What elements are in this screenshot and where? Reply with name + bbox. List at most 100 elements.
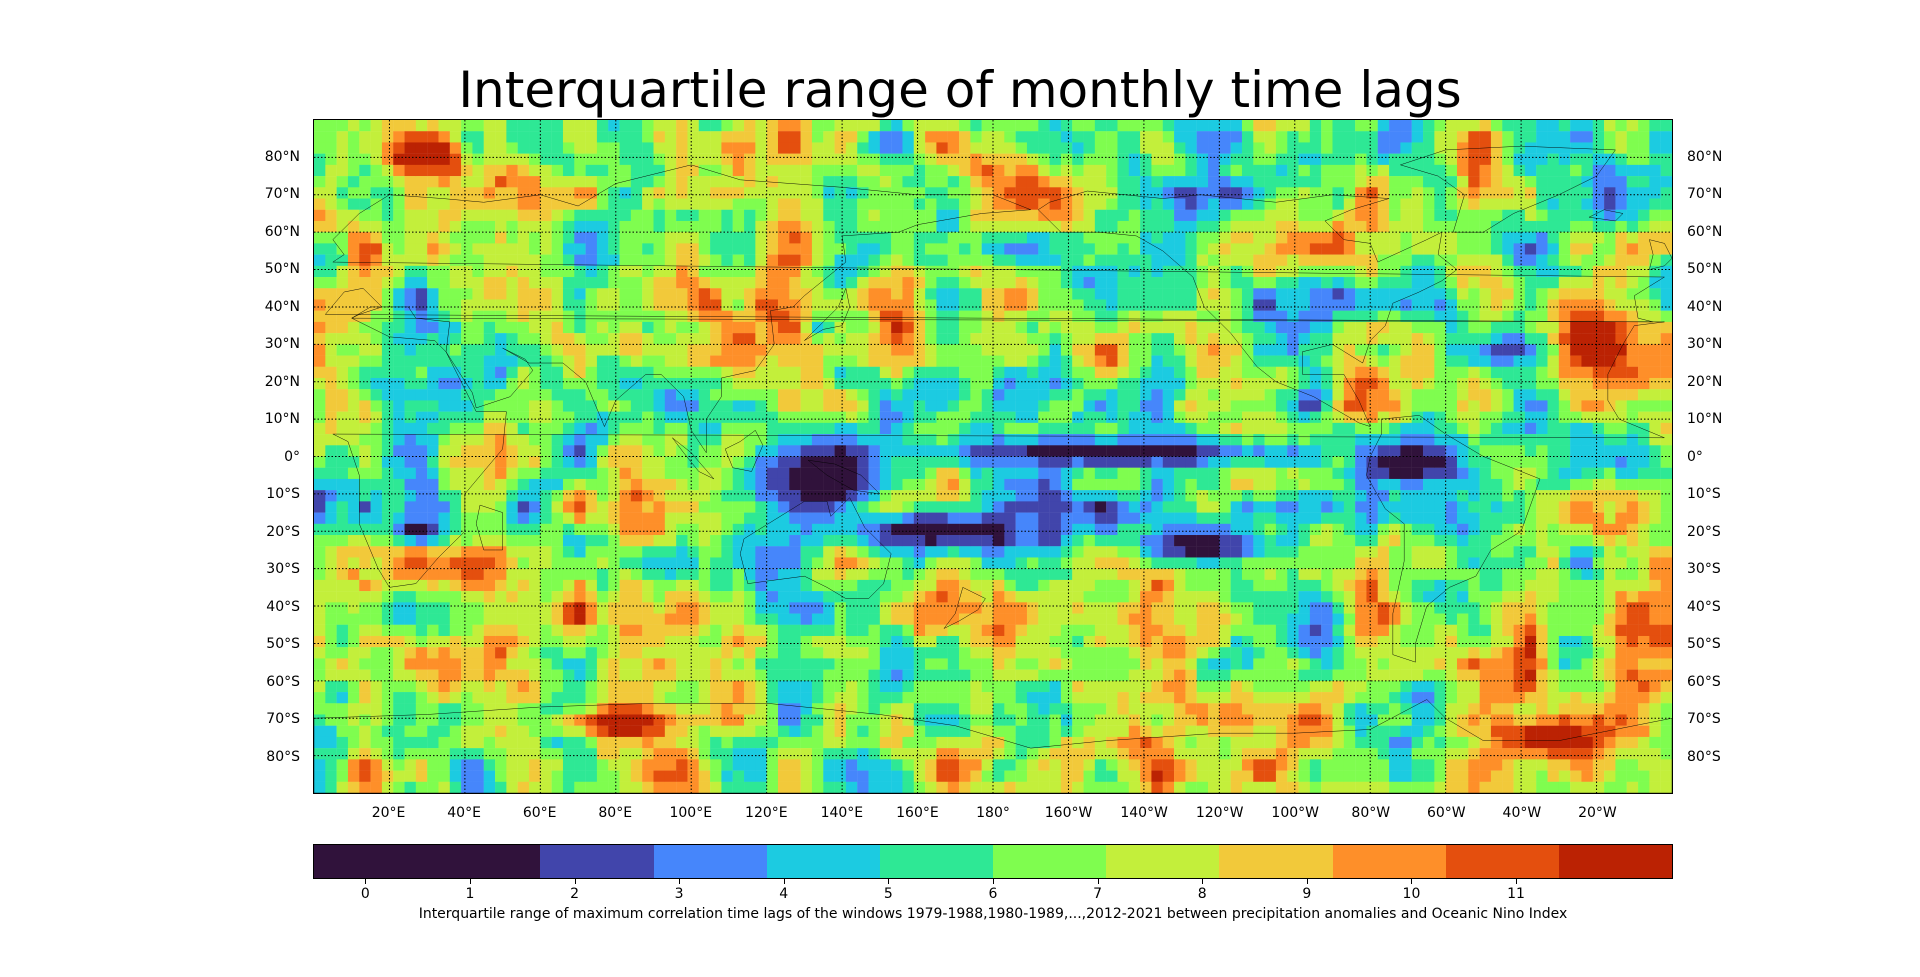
- field-cell: [574, 434, 586, 446]
- field-cell: [721, 725, 733, 738]
- field-cell: [1026, 344, 1039, 356]
- field-cell: [1230, 277, 1243, 289]
- field-cell: [540, 602, 552, 614]
- field-cell: [1219, 568, 1231, 581]
- field-cell: [461, 366, 473, 379]
- field-cell: [653, 333, 666, 345]
- field-cell: [1140, 602, 1152, 614]
- field-cell: [642, 624, 654, 637]
- field-cell: [970, 748, 982, 760]
- field-cell: [789, 198, 801, 210]
- field-cell: [517, 759, 530, 771]
- field-cell: [653, 434, 666, 446]
- field-cell: [1106, 232, 1118, 244]
- field-cell: [438, 333, 450, 345]
- field-cell: [811, 456, 824, 468]
- field-cell: [1241, 624, 1254, 637]
- field-cell: [913, 692, 926, 704]
- field-cell: [359, 680, 371, 693]
- field-cell: [551, 557, 564, 569]
- field-cell: [1049, 658, 1062, 670]
- field-cell: [800, 714, 813, 726]
- field-cell: [1083, 288, 1096, 300]
- field-cell: [393, 613, 405, 625]
- field-cell: [710, 557, 722, 569]
- field-cell: [823, 535, 835, 547]
- field-cell: [574, 748, 586, 760]
- field-cell: [664, 501, 677, 513]
- field-cell: [1208, 389, 1220, 401]
- field-cell: [540, 456, 552, 468]
- field-cell: [427, 131, 439, 143]
- field-cell: [879, 243, 892, 255]
- field-cell: [461, 176, 473, 188]
- field-cell: [1060, 209, 1073, 222]
- field-cell: [834, 647, 847, 659]
- field-cell: [1117, 759, 1129, 771]
- field-cell: [393, 299, 405, 311]
- field-cell: [1208, 131, 1220, 143]
- field-cell: [517, 748, 530, 760]
- field-cell: [506, 198, 518, 210]
- field-cell: [653, 635, 666, 648]
- field-cell: [902, 613, 914, 625]
- field-cell: [1094, 400, 1107, 412]
- field-cell: [1151, 546, 1163, 558]
- field-cell: [506, 692, 518, 704]
- field-cell: [857, 321, 869, 334]
- field-cell: [1241, 355, 1254, 367]
- field-cell: [1083, 512, 1096, 524]
- field-cell: [1230, 377, 1243, 390]
- field-cell: [370, 535, 383, 547]
- field-cell: [438, 579, 450, 592]
- field-cell: [857, 624, 869, 637]
- field-cell: [495, 411, 507, 424]
- field-cell: [1072, 209, 1084, 222]
- field-cell: [936, 254, 948, 267]
- field-cell: [766, 389, 779, 401]
- field-cell: [1185, 490, 1197, 502]
- field-cell: [630, 377, 643, 390]
- field-cell: [1208, 568, 1220, 581]
- field-cell: [393, 310, 405, 323]
- field-cell: [732, 568, 745, 581]
- field-cell: [1140, 277, 1152, 289]
- field-cell: [630, 299, 643, 311]
- field-cell: [336, 478, 349, 491]
- field-cell: [619, 546, 632, 558]
- field-cell: [1151, 781, 1163, 793]
- field-cell: [461, 187, 473, 199]
- field-cell: [1196, 770, 1209, 782]
- field-cell: [1128, 703, 1141, 715]
- field-cell: [1026, 736, 1039, 749]
- field-cell: [868, 781, 881, 793]
- field-cell: [1230, 512, 1243, 524]
- field-cell: [495, 557, 507, 569]
- field-cell: [687, 321, 699, 334]
- field-cell: [845, 277, 858, 289]
- field-cell: [506, 759, 518, 771]
- field-cell: [732, 680, 745, 693]
- field-cell: [1140, 434, 1152, 446]
- field-cell: [1241, 209, 1254, 222]
- field-cell: [1038, 220, 1050, 233]
- field-cell: [800, 467, 813, 480]
- field-cell: [359, 501, 371, 513]
- field-cell: [981, 209, 994, 222]
- field-cell: [427, 445, 439, 457]
- field-cell: [664, 422, 677, 435]
- field-cell: [845, 714, 858, 726]
- field-cell: [529, 669, 541, 682]
- field-cell: [1128, 501, 1141, 513]
- field-cell: [1026, 501, 1039, 513]
- field-cell: [777, 389, 790, 401]
- field-cell: [1072, 546, 1084, 558]
- field-cell: [891, 310, 903, 323]
- field-cell: [1026, 725, 1039, 738]
- field-cell: [766, 164, 779, 177]
- field-cell: [664, 546, 677, 558]
- field-cell: [1038, 613, 1050, 625]
- field-cell: [970, 220, 982, 233]
- field-cell: [891, 759, 903, 771]
- field-cell: [370, 434, 383, 446]
